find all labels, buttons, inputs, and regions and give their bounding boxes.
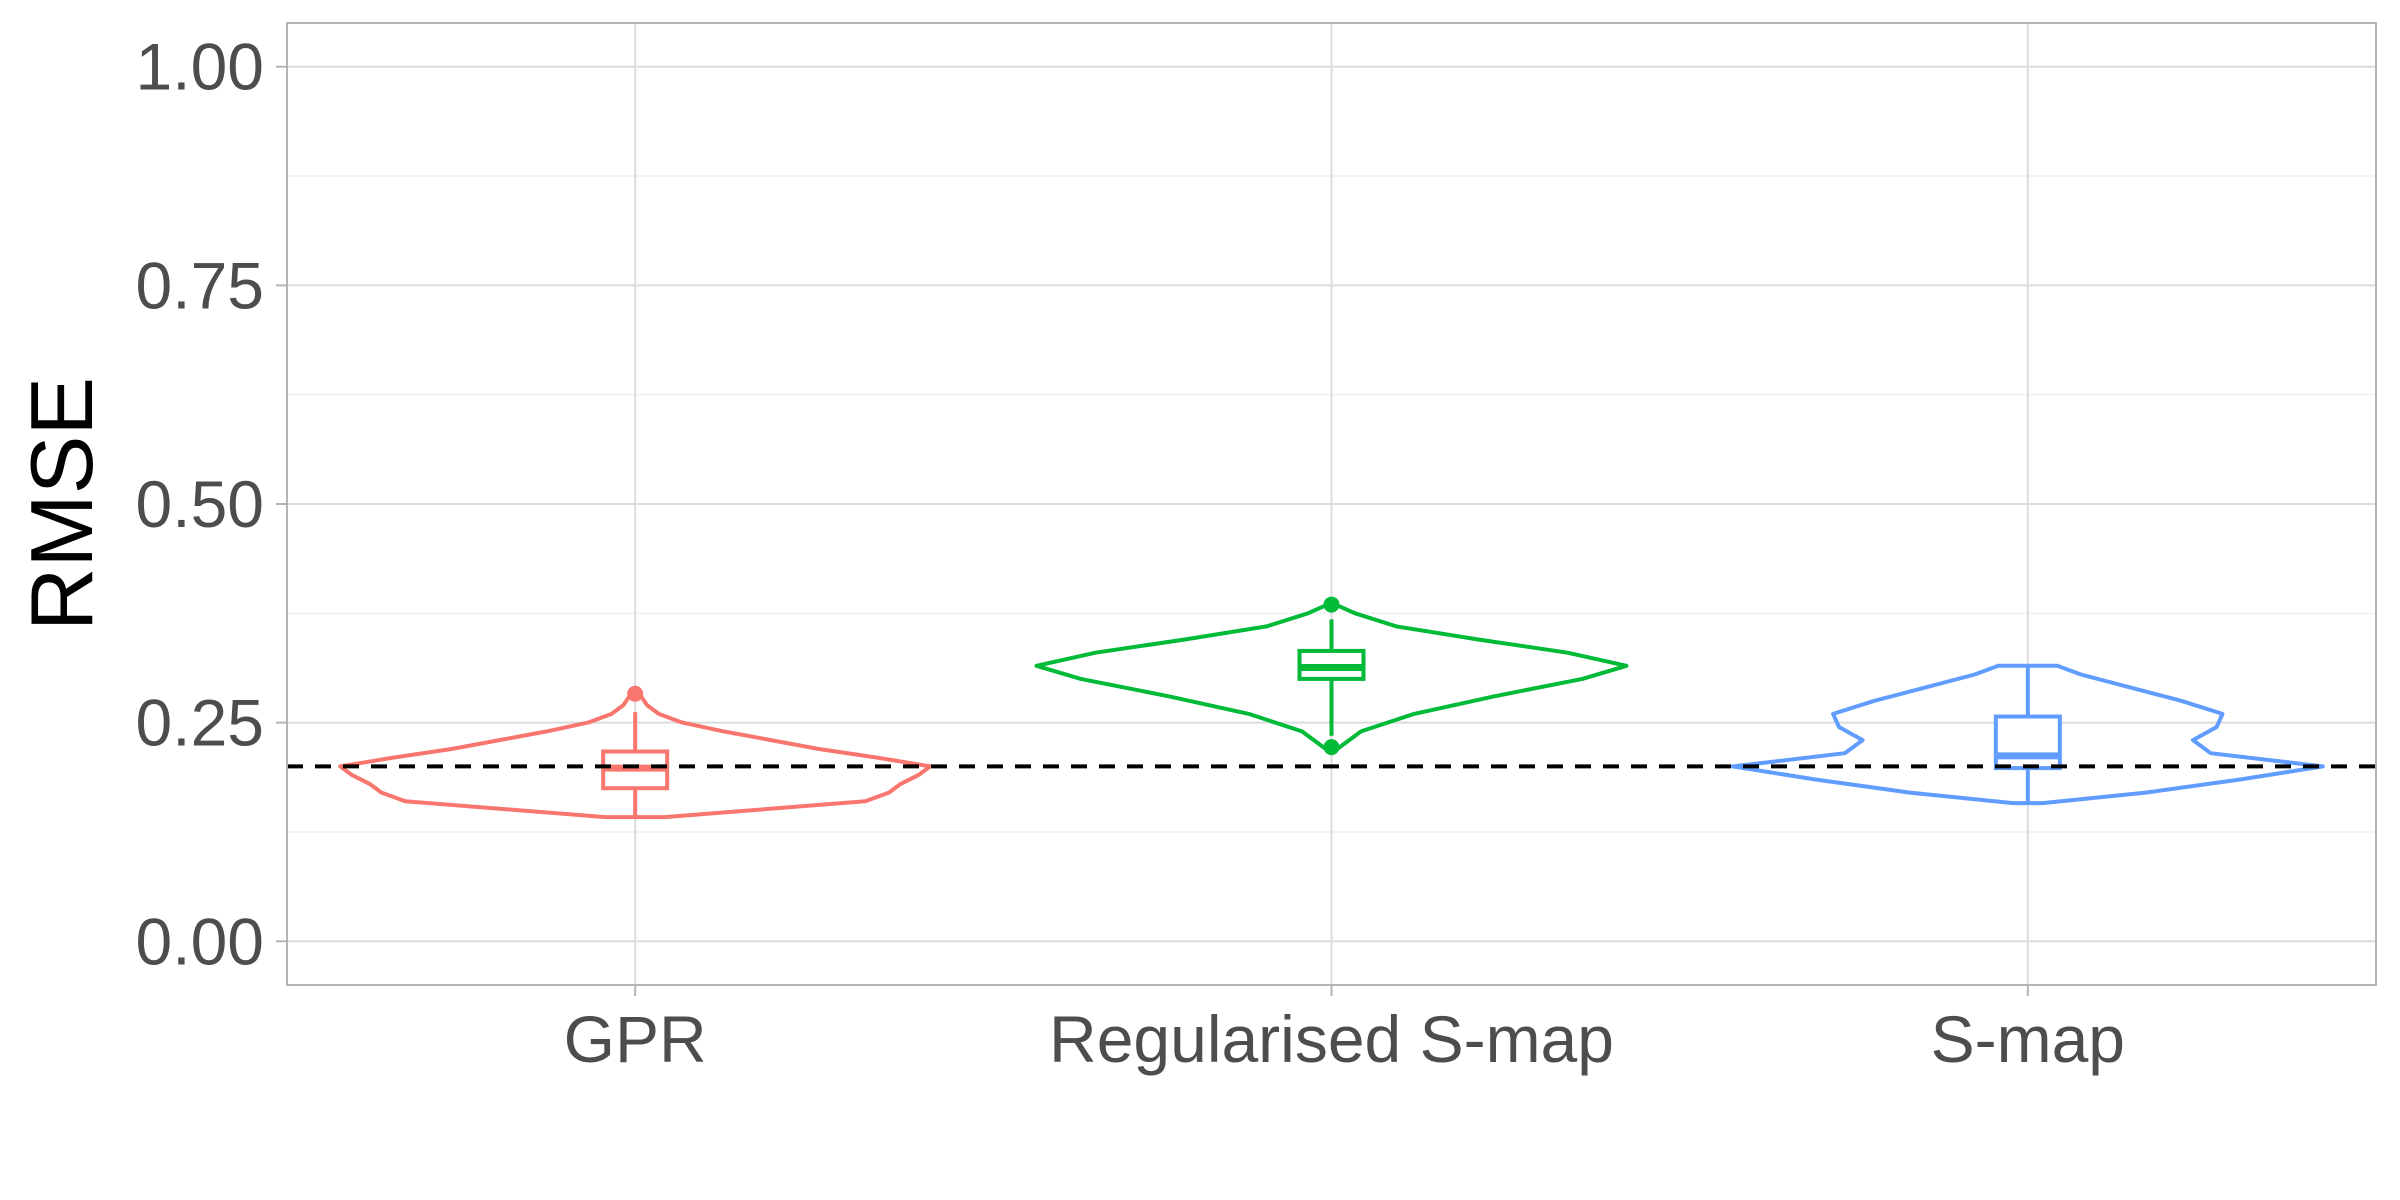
- y-tick-label: 0.75: [136, 248, 264, 322]
- outlier-point: [627, 685, 644, 702]
- y-tick-labels: 0.00 0.25 0.50 0.75 1.00: [136, 30, 287, 978]
- x-tick-label: S-map: [1931, 1002, 2125, 1076]
- x-tick-labels: GPR Regularised S-map S-map: [564, 985, 2125, 1076]
- x-tick-label: GPR: [564, 1002, 707, 1076]
- y-axis-title: RMSE: [12, 377, 111, 631]
- y-tick-label: 0.25: [136, 686, 264, 760]
- x-tick-label: Regularised S-map: [1049, 1002, 1614, 1076]
- outlier-point: [1323, 739, 1340, 756]
- y-tick-label: 0.00: [136, 904, 264, 978]
- outlier-point: [1323, 596, 1340, 613]
- violin-s-map: [1730, 663, 2325, 806]
- iqr-box: [1993, 714, 2062, 771]
- y-tick-label: 0.50: [136, 467, 264, 541]
- violin-regularised-s-map: [1034, 596, 1629, 756]
- violin-outline: [1730, 663, 2325, 806]
- y-tick-label: 1.00: [136, 30, 264, 104]
- grid-lines: [287, 23, 2376, 985]
